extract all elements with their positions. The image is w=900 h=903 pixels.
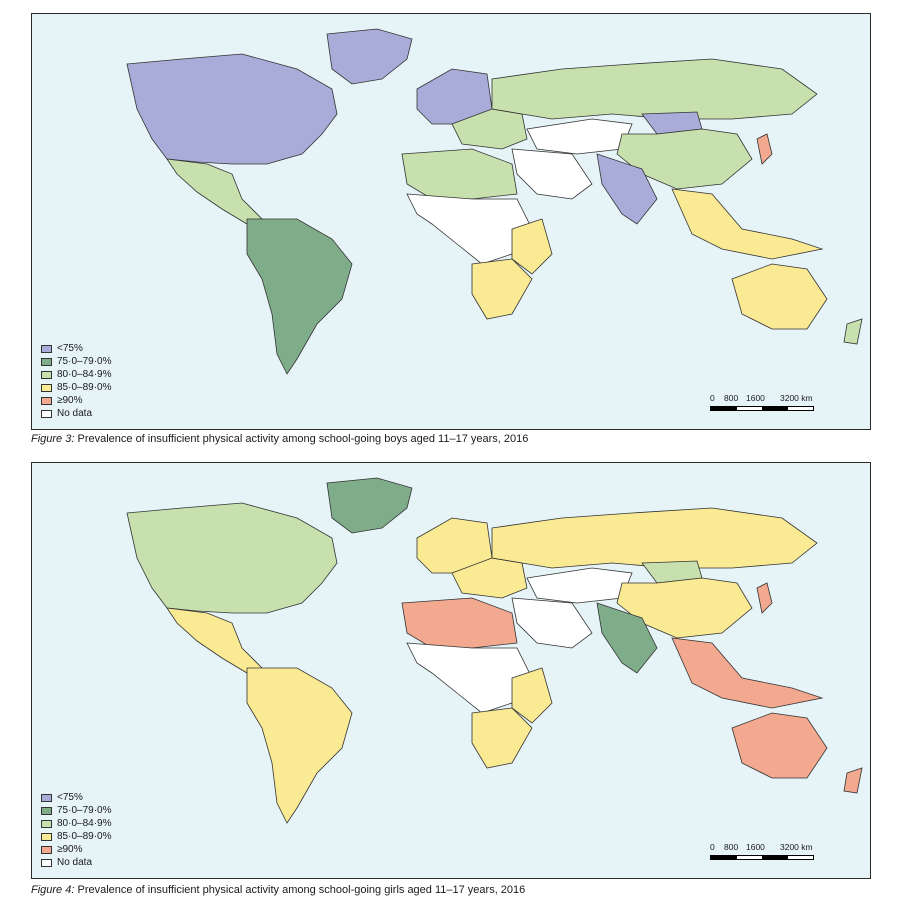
legend-item: No data	[41, 856, 111, 869]
region-north-america	[126, 502, 338, 614]
world-map-girls	[126, 477, 863, 824]
region-south-america	[246, 667, 353, 824]
legend-item: 75·0–79·0%	[41, 355, 111, 368]
region-new-zealand	[843, 318, 863, 345]
region-east-africa	[511, 218, 553, 275]
region-south-asia	[596, 602, 658, 674]
legend-swatch	[41, 409, 52, 418]
figure-caption: Figure 3: Prevalence of insufficient phy…	[31, 433, 528, 445]
region-southeast-asia	[671, 188, 824, 260]
scale-tick-label: 0	[710, 842, 715, 852]
legend-label: <75%	[57, 792, 83, 803]
boys-map-panel: <75% 75·0–79·0% 80·0–84·9% 85·0–89·0% ≥9…	[31, 13, 871, 430]
legend-item: ≥90%	[41, 843, 111, 856]
region-mexico-central-america	[166, 607, 263, 674]
legend-item: <75%	[41, 342, 111, 355]
region-new-zealand	[843, 767, 863, 794]
legend-label: No data	[57, 857, 93, 868]
scale-tick-label: 800	[724, 842, 739, 852]
region-sub-saharan-africa	[406, 193, 533, 265]
legend-swatch	[41, 357, 52, 366]
legend-swatch	[41, 858, 52, 867]
scale-bar-graphic	[710, 855, 814, 860]
region-south-asia	[596, 153, 658, 225]
legend-swatch	[41, 344, 52, 353]
region-japan	[756, 133, 773, 165]
region-greenland	[326, 477, 413, 534]
legend-label: <75%	[57, 343, 83, 354]
legend-item: 85·0–89·0%	[41, 381, 111, 394]
legend-swatch	[41, 832, 52, 841]
legend-label: 75·0–79·0%	[57, 805, 112, 816]
region-south-america	[246, 218, 353, 375]
legend: <75% 75·0–79·0% 80·0–84·9% 85·0–89·0% ≥9…	[41, 342, 111, 420]
region-mexico-central-america	[166, 158, 263, 225]
figure-caption: Figure 4: Prevalence of insufficient phy…	[31, 884, 525, 896]
region-middle-east	[511, 597, 593, 649]
region-sub-saharan-africa	[406, 642, 533, 714]
region-middle-east	[511, 148, 593, 200]
region-east-africa	[511, 667, 553, 724]
scale-tick-label: 800	[724, 393, 739, 403]
region-southern-africa	[471, 707, 533, 769]
legend-swatch	[41, 819, 52, 828]
scale-bar-graphic	[710, 406, 814, 411]
legend-item: 75·0–79·0%	[41, 804, 111, 817]
legend-item: 80·0–84·9%	[41, 368, 111, 381]
legend-item: 80·0–84·9%	[41, 817, 111, 830]
legend-label: 80·0–84·9%	[57, 818, 112, 829]
legend-label: 85·0–89·0%	[57, 382, 112, 393]
legend-swatch	[41, 370, 52, 379]
region-russia	[491, 58, 818, 120]
legend-item: 85·0–89·0%	[41, 830, 111, 843]
legend-swatch	[41, 383, 52, 392]
scale-bar: 0 800 1600 3200 km	[710, 393, 818, 419]
region-north-africa	[401, 148, 518, 200]
region-japan	[756, 582, 773, 614]
legend-item: No data	[41, 407, 111, 420]
region-north-africa	[401, 597, 518, 649]
region-central-asia	[526, 118, 633, 155]
figure-label: Figure 4:	[31, 884, 75, 896]
legend-label: 85·0–89·0%	[57, 831, 112, 842]
legend-label: ≥90%	[57, 844, 83, 855]
region-north-america	[126, 53, 338, 165]
scale-bar: 0 800 1600 3200 km	[710, 842, 818, 868]
region-southern-africa	[471, 258, 533, 320]
scale-tick-label: 3200 km	[780, 393, 813, 403]
legend-swatch	[41, 396, 52, 405]
region-china	[616, 577, 753, 639]
region-australia	[731, 712, 828, 779]
region-australia	[731, 263, 828, 330]
scale-tick-label: 1600	[746, 842, 765, 852]
region-greenland	[326, 28, 413, 85]
legend-item: ≥90%	[41, 394, 111, 407]
region-russia	[491, 507, 818, 569]
girls-map-panel: <75% 75·0–79·0% 80·0–84·9% 85·0–89·0% ≥9…	[31, 462, 871, 879]
region-central-asia	[526, 567, 633, 604]
legend-label: 80·0–84·9%	[57, 369, 112, 380]
legend-swatch	[41, 845, 52, 854]
legend-label: 75·0–79·0%	[57, 356, 112, 367]
figure-caption-text: Prevalence of insufficient physical acti…	[74, 433, 529, 445]
legend-swatch	[41, 806, 52, 815]
legend-label: ≥90%	[57, 395, 83, 406]
figure-caption-text: Prevalence of insufficient physical acti…	[74, 884, 526, 896]
scale-tick-label: 0	[710, 393, 715, 403]
region-china	[616, 128, 753, 190]
region-southeast-asia	[671, 637, 824, 709]
scale-tick-label: 3200 km	[780, 842, 813, 852]
figure-label: Figure 3:	[31, 433, 75, 445]
world-map-boys	[126, 28, 863, 375]
legend-item: <75%	[41, 791, 111, 804]
scale-tick-label: 1600	[746, 393, 765, 403]
legend-swatch	[41, 793, 52, 802]
legend: <75% 75·0–79·0% 80·0–84·9% 85·0–89·0% ≥9…	[41, 791, 111, 869]
legend-label: No data	[57, 408, 93, 419]
